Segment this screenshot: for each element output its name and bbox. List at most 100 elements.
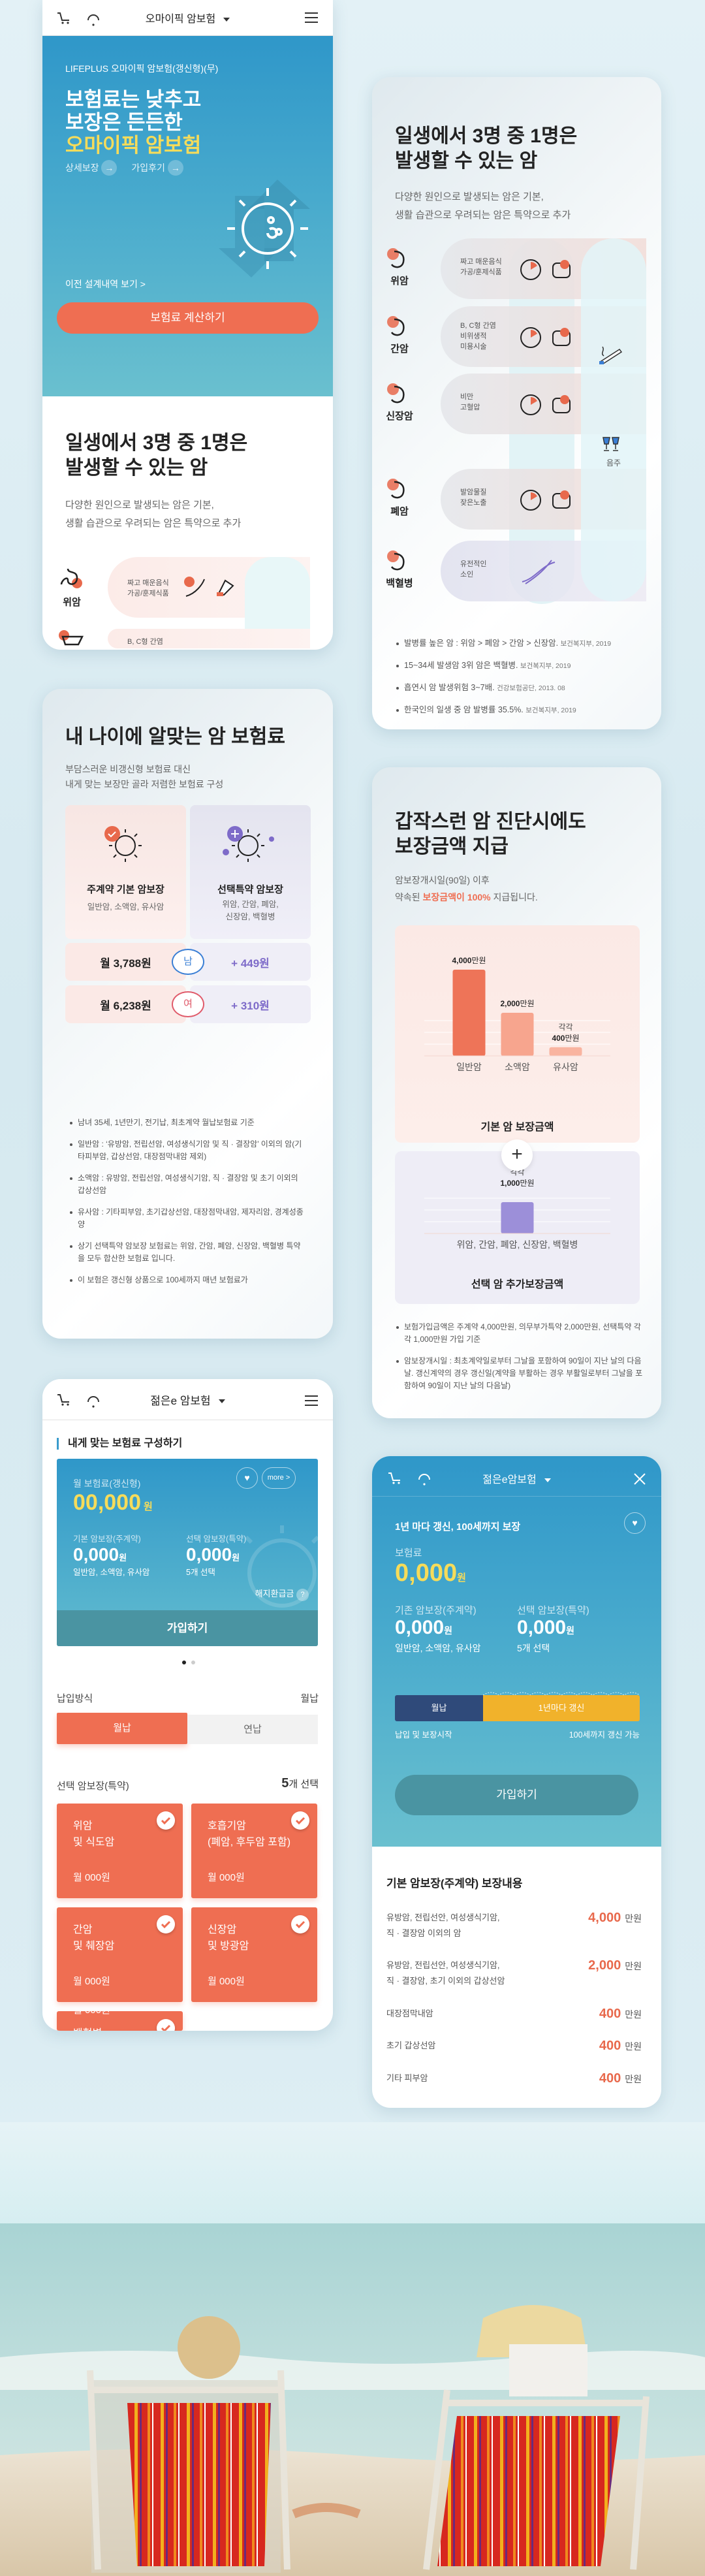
organ-label: 신장암 [380,383,419,422]
section-desc: 다양한 원인으로 발생되는 암은 기본, 생활 습관으로 우려되는 암은 특약으로… [65,500,242,529]
check-icon[interactable] [157,1811,175,1830]
organ-label: 간암 [380,315,419,355]
review-link[interactable]: 가입후기 → [131,160,183,176]
refund-link[interactable]: 해지환급금 ? [255,1587,309,1601]
check-icon[interactable] [291,1811,309,1830]
organ-liver [52,630,91,648]
check-icon[interactable] [157,1915,175,1933]
cart-icon[interactable] [57,12,71,25]
cart-icon[interactable] [57,1393,71,1407]
monthly-segment: 월납 [395,1695,483,1721]
carousel-dot[interactable] [191,1661,195,1664]
bar-value-label: 400만원 [552,1034,579,1043]
renewal-timeline: 월납 1년마다 갱신 납입 및 보장시작 100세까지 갱신 가능 [395,1689,640,1747]
close-icon[interactable] [634,1473,646,1485]
category-label: 소액암 [505,1062,530,1072]
join-button[interactable]: 가입하기 [395,1775,638,1815]
dropdown-icon [544,1478,551,1482]
history-link[interactable]: 이전 설계내역 보기 > [65,279,146,289]
headset-icon[interactable] [416,1471,432,1486]
rider-tile[interactable]: 호흡기암 (폐암, 후두암 포함) 월 000원 [191,1804,317,1898]
bar-value-label: 1,000만원 [500,1179,534,1188]
rider-tile[interactable]: 간암 및 췌장암 월 000원 [57,1907,183,2002]
section-desc: 다양한 원인으로 발생되는 암은 기본, 생활 습관으로 우려되는 암은 특약으로… [395,191,571,221]
rider-price: 월 000원 [73,2011,110,2016]
chart-title: 기본 암 보장금액 [480,1122,554,1133]
detail-link[interactable]: 상세보장 → [65,160,118,176]
app-header: 오마이픽 암보험 [42,0,333,36]
cause-list-preview: 위암 짜고 매운음식 가공/훈제식품 B, C형 간염 [42,557,333,648]
cart-icon[interactable] [388,1472,402,1485]
chart-title: 선택 암 추가보장금액 [471,1279,564,1290]
header-title[interactable]: 젊은e 암보험 [42,1391,333,1408]
category-label: 위암, 간암, 폐암, 신장암, 백혈병 [457,1239,578,1250]
male-base-price: 월 3,788원 [65,943,186,981]
coverage-row: 대장점막내암 400 만원 [386,2007,642,2021]
organ-icon [387,550,405,571]
favorite-heart-icon[interactable]: ♥ [236,1467,258,1489]
section-desc: 부담스러운 비갱신형 보험료 대신 내게 맞는 보장만 골라 저렴한 보험료 구성 [65,764,224,789]
male-rider-price: + 449원 [190,943,311,981]
coverage-row: 유방암, 전립선안, 여성생식기암, 직 · 결장암, 초기 이외의 갑상선암 2… [386,1958,642,1986]
bar [452,970,486,1056]
rider-tile[interactable]: 위암 및 식도암 월 000원 [57,1804,183,1898]
base-summary: 기본 암보장(주계약) 0,000원 일반암, 소액암, 유사암 [73,1534,150,1577]
headset-icon[interactable] [86,12,101,26]
carousel-dots[interactable] [182,1661,195,1664]
renewal-arcs [483,1692,640,1696]
header-title[interactable]: 오마이픽 암보험 [42,10,333,25]
app-header: 젊은e 암보험 [42,1379,333,1420]
source-notes: 발병률 높은 암 : 위암 > 폐암 > 간암 > 신장암. 보건복지부, 20… [395,637,648,726]
monthly-payment-toggle[interactable]: 월납 [57,1713,187,1744]
menu-icon[interactable] [304,12,319,24]
rider-coverage-box: 선택특약 암보장 위암, 간암, 폐암, 신장암, 백혈병 [190,805,311,939]
note-item: 보험가입금액은 주계약 4,000만원, 의무부가특약 2,000만원, 선택특… [395,1321,645,1346]
calculate-premium-button[interactable]: 보험료 계산하기 [57,302,319,334]
bar-prefix-label: 각각 [558,1023,572,1032]
note-item: 상기 선택특약 암보장 보험료는 위암, 간암, 폐암, 신장암, 백혈병 특약… [69,1240,307,1265]
premium-by-age-card: 내 나이에 알맞는 암 보험료 부담스러운 비갱신형 보험료 대신 내게 맞는 보… [42,689,333,1339]
section-title: 갑작스런 암 진단시에도 보장금액 지급 [395,811,586,857]
check-icon[interactable] [157,2019,175,2031]
join-button[interactable]: 가입하기 [57,1610,318,1646]
coverage-amount: 4,000 만원 [588,1911,642,1925]
coverage-title: 기본 암보장(주계약) 보장내용 [386,1877,523,1890]
organ-label: 위암 [380,247,419,287]
arrow-right-icon: → [167,160,183,176]
carousel-dot-active[interactable] [182,1661,186,1664]
rider-price: 월 000원 [208,1976,245,1987]
headset-icon[interactable] [86,1393,101,1408]
bar [549,1047,582,1056]
liver-icon [59,630,84,646]
rider-name: 백혈병 [73,2026,102,2031]
cancer-causes-card: 일생에서 3명 중 1명은 발생할 수 있는 암 다양한 원인으로 발생되는 암은… [372,77,661,729]
basic-coverage-chart: 4,000만원 일반암 2,000만원 소액암 400만원 각각 유사암 기본 암 보장금액 [395,925,640,1143]
rider-price: 월 000원 [73,1872,110,1883]
bar [501,1013,534,1056]
rider-name: 호흡기암 (폐암, 후두암 포함) [208,1821,291,1848]
section-title: 일생에서 3명 중 1명은 발생할 수 있는 암 [65,432,248,479]
menu-icon[interactable] [304,1395,319,1407]
check-icon[interactable] [291,1915,309,1933]
category-label: 유사암 [553,1062,578,1072]
premium-builder-card: 젊은e 암보험 내게 맞는 보험료 구성하기 월 보험료(갱신형) 00,000… [42,1379,333,2031]
note-item: 남녀 35세, 1년만기, 전기납, 최초계약 월납보험료 기준 [69,1117,307,1129]
favorite-heart-icon[interactable]: ♥ [624,1512,646,1534]
more-button[interactable]: more > [262,1467,296,1489]
section-title: 내게 맞는 보험료 구성하기 [57,1438,182,1450]
cancer-cell-updown-icon [219,180,310,278]
wine-toast-icon [603,437,619,451]
premium-amount: 0,000원 [395,1559,466,1587]
header-title[interactable]: 젊은e암보험 [372,1471,661,1486]
coverage-amount: 400 만원 [599,2007,642,2021]
rider-tile[interactable]: 백혈병 월 000원 [57,2011,183,2031]
product-name: LIFEPLUS 오마이픽 암보험(갱신형)(무) [65,63,219,74]
section-title: 내 나이에 알맞는 암 보험료 [65,726,285,748]
annual-payment-toggle[interactable]: 연납 [187,1715,318,1744]
cause-text: 비만 고혈압 [460,393,480,411]
bar-value-label: 4,000만원 [452,956,486,965]
plus-icon: + [501,1139,533,1171]
rider-name: 신장암 및 방광암 [208,1924,249,1952]
